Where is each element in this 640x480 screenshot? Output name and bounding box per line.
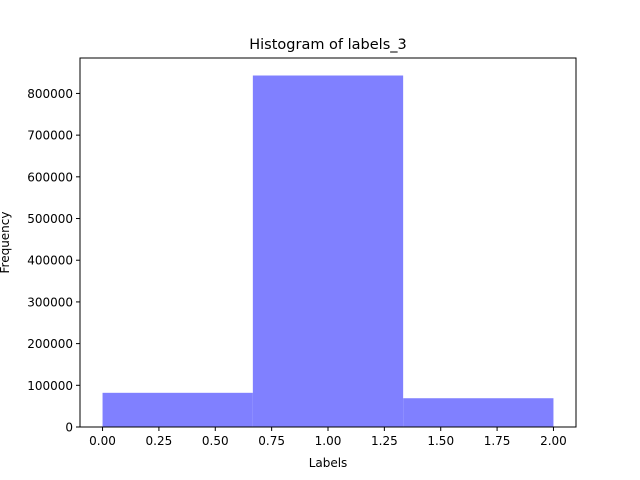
- histogram-bar-2: [253, 76, 403, 427]
- x-tick-label: 1.75: [484, 434, 511, 448]
- x-axis-title: Labels: [309, 456, 348, 470]
- y-tick-label: 200000: [27, 337, 73, 351]
- y-tick-label: 400000: [27, 254, 73, 268]
- x-tick-label: 0.00: [89, 434, 116, 448]
- y-tick-label: 700000: [27, 129, 73, 143]
- x-tick-label: 0.50: [202, 434, 229, 448]
- x-tick-label: 0.25: [146, 434, 173, 448]
- y-axis-title: Frequency: [0, 212, 12, 274]
- y-tick-label: 300000: [27, 295, 73, 309]
- histogram-bar-3: [403, 398, 553, 427]
- y-tick-label: 500000: [27, 212, 73, 226]
- y-tick-label: 0: [65, 421, 73, 435]
- chart-title: Histogram of labels_3: [249, 37, 407, 53]
- y-tick-label: 100000: [27, 379, 73, 393]
- y-axis-ticks: 0 100000 200000 300000 400000 500000 600000 700…: [27, 87, 80, 435]
- x-tick-label: 1.50: [427, 434, 454, 448]
- x-tick-label: 1.00: [315, 434, 342, 448]
- y-tick-label: 800000: [27, 87, 73, 101]
- x-tick-label: 2.00: [540, 434, 567, 448]
- x-tick-label: 0.75: [258, 434, 285, 448]
- y-tick-label: 600000: [27, 170, 73, 184]
- histogram-bar-1: [103, 393, 253, 427]
- x-tick-label: 1.25: [371, 434, 398, 448]
